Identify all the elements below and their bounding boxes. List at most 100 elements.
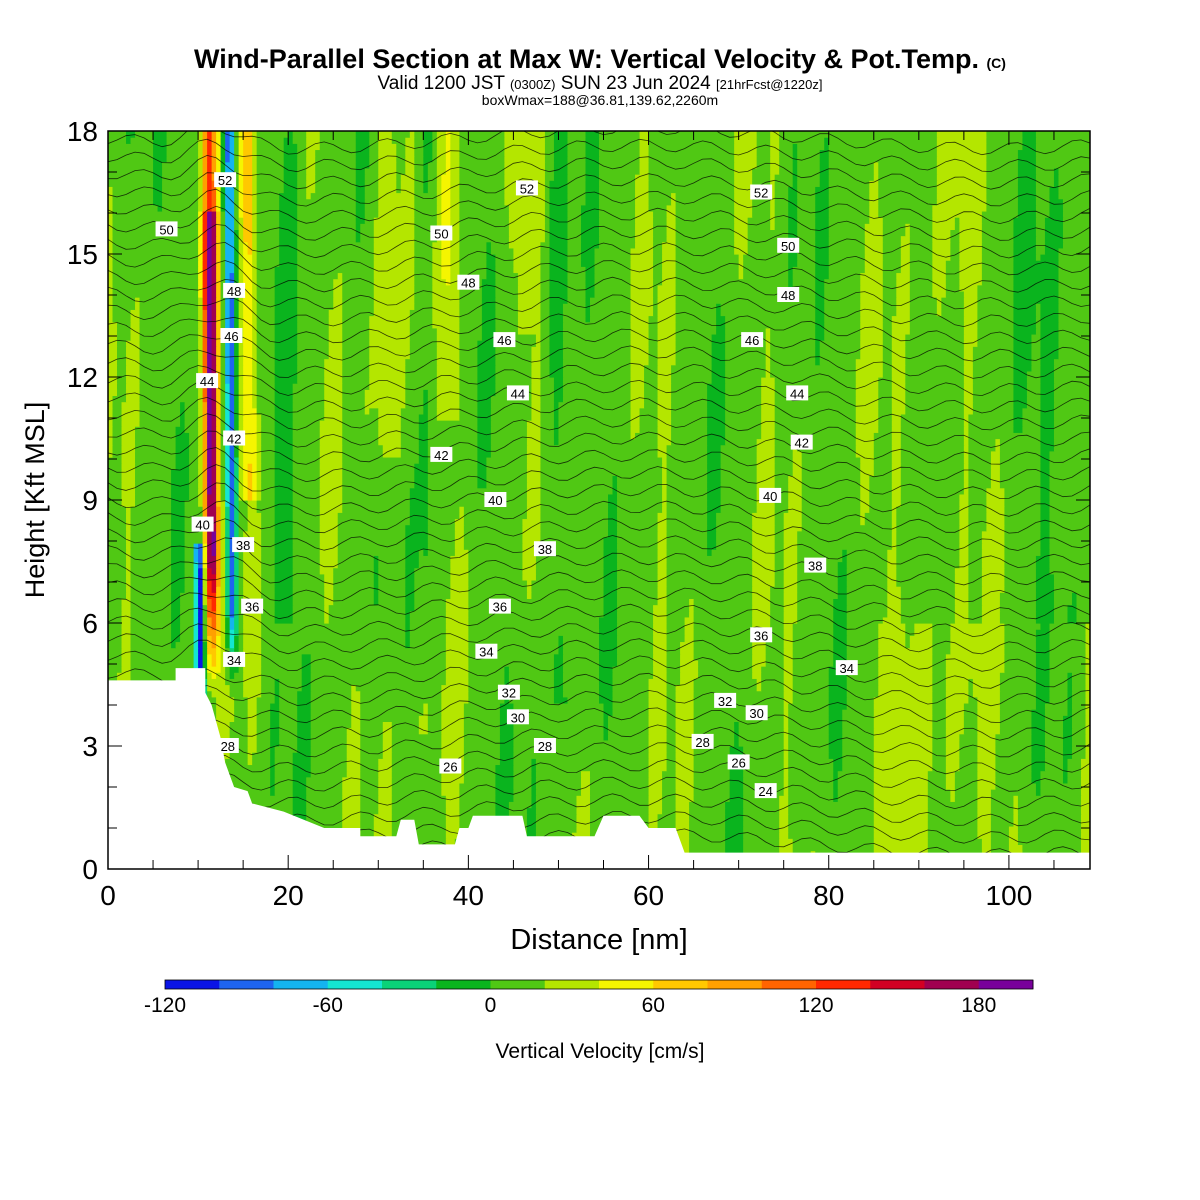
- isentrope-label-text: 42: [227, 432, 241, 447]
- isentrope-label: 40: [484, 492, 507, 508]
- isentrope-label: 42: [790, 434, 813, 451]
- isentrope-label-text: 44: [200, 374, 214, 389]
- isentrope-label-text: 42: [434, 448, 448, 463]
- isentrope-label-text: 38: [236, 538, 250, 553]
- isentrope-label-text: 46: [224, 329, 238, 344]
- colorbar-swatch: [870, 980, 925, 989]
- isentrope-label: 38: [533, 541, 556, 557]
- colorbar-swatch: [273, 980, 329, 989]
- colorbar-frame: [164, 979, 1034, 990]
- isentrope-label: 42: [223, 430, 246, 447]
- colorbar-swatch: [599, 980, 654, 989]
- x-axis-label: Distance [nm]: [510, 924, 687, 956]
- isentrope-label: 32: [497, 684, 520, 701]
- isentrope-label: 40: [191, 516, 214, 533]
- isentrope-label-text: 28: [221, 739, 235, 754]
- colorbar-swatch: [327, 980, 383, 989]
- isentrope-label: 48: [223, 282, 246, 299]
- isentrope-label-text: 40: [488, 493, 502, 508]
- isentrope-label-text: 42: [794, 436, 808, 451]
- isentrope-label-text: 30: [511, 710, 525, 725]
- y-tick-label: 6: [82, 608, 98, 639]
- isentrope-label: 36: [488, 598, 511, 615]
- isentrope-label-text: 52: [218, 173, 232, 188]
- x-tick-label: 0: [100, 880, 116, 911]
- chart-subtitle: Valid 1200 JST (0300Z) SUN 23 Jun 2024 […: [0, 73, 1200, 95]
- isentrope-label: 30: [745, 705, 768, 721]
- colorbar-swatch: [490, 980, 546, 989]
- colorbar: -120 -60 0 60 120 180: [144, 979, 1034, 1017]
- isentrope-label: 26: [727, 754, 750, 770]
- colorbar-swatch: [924, 980, 980, 989]
- colorbar-swatch: [544, 980, 600, 989]
- isentrope-label-text: 48: [461, 276, 475, 291]
- isentrope-label: 50: [430, 225, 453, 242]
- colorbar-swatch: [165, 980, 220, 989]
- valid-time: Valid 1200 JST: [377, 73, 505, 94]
- box-wmax-info: boxWmax=188@36.81,139.62,2260m: [481, 92, 719, 108]
- isentrope-label-text: 34: [479, 645, 493, 660]
- y-tick-label: 3: [82, 731, 98, 762]
- isentrope-label-text: 44: [790, 386, 804, 401]
- isentrope-label-text: 40: [763, 489, 777, 504]
- isentrope-label: 44: [196, 373, 219, 389]
- y-tick-label: 15: [67, 239, 98, 270]
- colorbar-swatch: [382, 980, 437, 989]
- isentrope-label: 50: [777, 237, 800, 254]
- chart-title: Wind-Parallel Section at Max W: Vertical…: [0, 44, 1200, 75]
- isentrope-label-text: 28: [538, 739, 552, 754]
- colorbar-tick-label: -60: [313, 994, 343, 1017]
- isentrope-label-text: 52: [754, 186, 768, 201]
- forecast-info: [21hrFcst@1220z]: [716, 77, 823, 92]
- x-tick-label: 40: [453, 880, 484, 911]
- colorbar-swatch: [436, 980, 491, 989]
- colorbar-swatch: [816, 980, 871, 989]
- y-tick-label: 12: [67, 362, 98, 393]
- isentrope-label: 46: [220, 328, 243, 344]
- isentrope-label: 48: [457, 274, 480, 291]
- colorbar-tick-label: 60: [642, 994, 665, 1017]
- isentrope-label: 52: [214, 172, 237, 188]
- isentrope-label: 28: [533, 738, 556, 754]
- isentrope-label-text: 34: [227, 653, 241, 668]
- isentrope-label: 30: [506, 709, 529, 725]
- isentrope-label-text: 48: [781, 288, 795, 303]
- isentrope-label: 36: [750, 627, 773, 643]
- isentrope-label: 44: [786, 385, 809, 401]
- x-tick-label: 60: [633, 880, 664, 911]
- isentrope-label: 34: [835, 660, 858, 676]
- y-tick-label: 0: [82, 854, 98, 885]
- isentrope-label: 52: [750, 184, 773, 201]
- terrain-shape: [108, 668, 1090, 869]
- isentrope-label-text: 36: [245, 600, 259, 615]
- isentrope-label-text: 30: [749, 706, 763, 721]
- isentrope-label: 46: [741, 332, 764, 348]
- isentrope-label: 46: [493, 332, 516, 348]
- isentrope-label: 28: [691, 733, 714, 750]
- isentrope-label-text: 38: [538, 542, 552, 557]
- isentrope-label-text: 50: [159, 222, 173, 237]
- isentrope-label: 52: [515, 180, 538, 196]
- isentrope-label: 44: [506, 385, 529, 401]
- isentrope-label: 40: [759, 487, 782, 504]
- colorbar-tick-label: -120: [144, 994, 186, 1017]
- isentrope-label: 48: [777, 287, 800, 303]
- isentrope-label-text: 24: [758, 784, 772, 799]
- copyright-mark: (C): [986, 55, 1006, 71]
- colorbar-swatch: [761, 980, 817, 989]
- isentrope-label-text: 36: [493, 600, 507, 615]
- isentrope-label-text: 46: [745, 333, 759, 348]
- isentrope-label: 34: [223, 651, 246, 668]
- isentrope-labels: 50 52 48 46 44 42 40 38 36 34 28 52 50 48 46 44 42 40 38 36…: [155, 172, 858, 799]
- x-tick-label: 100: [986, 880, 1033, 911]
- chart-title-text: Wind-Parallel Section at Max W: Vertical…: [194, 44, 979, 74]
- isentrope-label-text: 48: [227, 284, 241, 299]
- valid-zulu: (0300Z): [509, 77, 556, 92]
- isentrope-label: 24: [754, 783, 777, 799]
- isentrope-label-text: 36: [754, 628, 768, 643]
- colorbar-swatch: [707, 980, 763, 989]
- isentrope-label: 38: [804, 557, 827, 574]
- isentrope-label: 32: [714, 692, 737, 709]
- plot-area: 50 52 48 46 44 42 40 38 36 34 28 52 50 48 46 44 42 40 38 36…: [108, 131, 1090, 869]
